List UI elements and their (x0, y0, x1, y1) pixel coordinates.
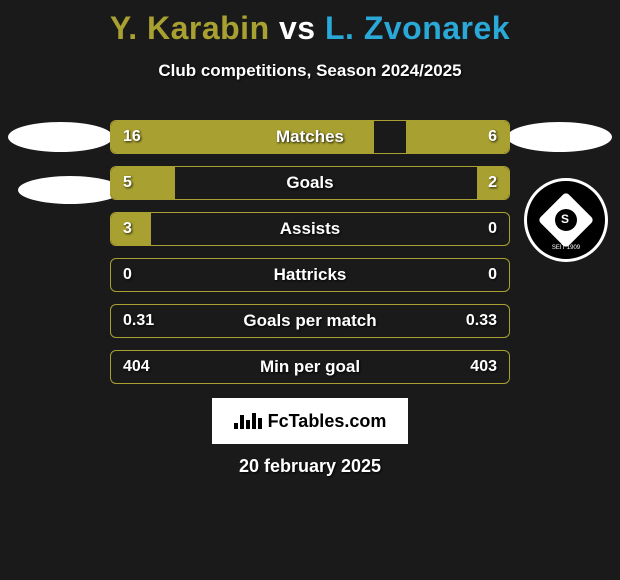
stat-bar-left (111, 167, 175, 199)
stat-row: 0 0 Hattricks (110, 258, 510, 292)
stat-label: Matches (276, 127, 344, 147)
stat-row: 404 403 Min per goal (110, 350, 510, 384)
stat-value-right: 0.33 (466, 312, 497, 330)
stat-row: 5 2 Goals (110, 166, 510, 200)
subtitle: Club competitions, Season 2024/2025 (0, 61, 620, 81)
player2-club-logo-1 (507, 122, 612, 152)
stat-value-right: 0 (488, 220, 497, 238)
stat-value-left: 16 (123, 128, 141, 146)
stat-value-right: 6 (488, 128, 497, 146)
stat-value-right: 0 (488, 266, 497, 284)
player1-name: Y. Karabin (110, 10, 270, 46)
stats-rows: 16 6 Matches 5 2 Goals 3 0 Assists 0 0 Hattricks 0.3… (110, 120, 510, 396)
stat-value-left: 404 (123, 358, 150, 376)
vs-text: vs (279, 10, 316, 46)
club-badge-year: SEIT 1909 (527, 245, 605, 251)
stat-row: 16 6 Matches (110, 120, 510, 154)
footer-date: 20 february 2025 (239, 456, 381, 477)
stat-value-right: 403 (470, 358, 497, 376)
brand-bars-icon (234, 413, 262, 429)
stat-row: 0.31 0.33 Goals per match (110, 304, 510, 338)
club-badge-inner (538, 192, 595, 249)
stat-value-left: 3 (123, 220, 132, 238)
stat-value-left: 0.31 (123, 312, 154, 330)
brand-text: FcTables.com (268, 411, 387, 432)
stat-value-left: 5 (123, 174, 132, 192)
player2-club-badge: SEIT 1909 (524, 178, 608, 262)
brand-logo: FcTables.com (212, 398, 408, 444)
stat-row: 3 0 Assists (110, 212, 510, 246)
comparison-title: Y. Karabin vs L. Zvonarek (0, 0, 620, 47)
player1-club-logo-2 (18, 176, 122, 204)
stat-value-left: 0 (123, 266, 132, 284)
stat-label: Min per goal (260, 357, 360, 377)
club-badge-core (555, 209, 577, 231)
stat-label: Goals per match (243, 311, 376, 331)
stat-label: Hattricks (274, 265, 347, 285)
stat-label: Goals (286, 173, 333, 193)
stat-value-right: 2 (488, 174, 497, 192)
player2-name: L. Zvonarek (325, 10, 510, 46)
stat-label: Assists (280, 219, 340, 239)
player1-club-logo-1 (8, 122, 113, 152)
